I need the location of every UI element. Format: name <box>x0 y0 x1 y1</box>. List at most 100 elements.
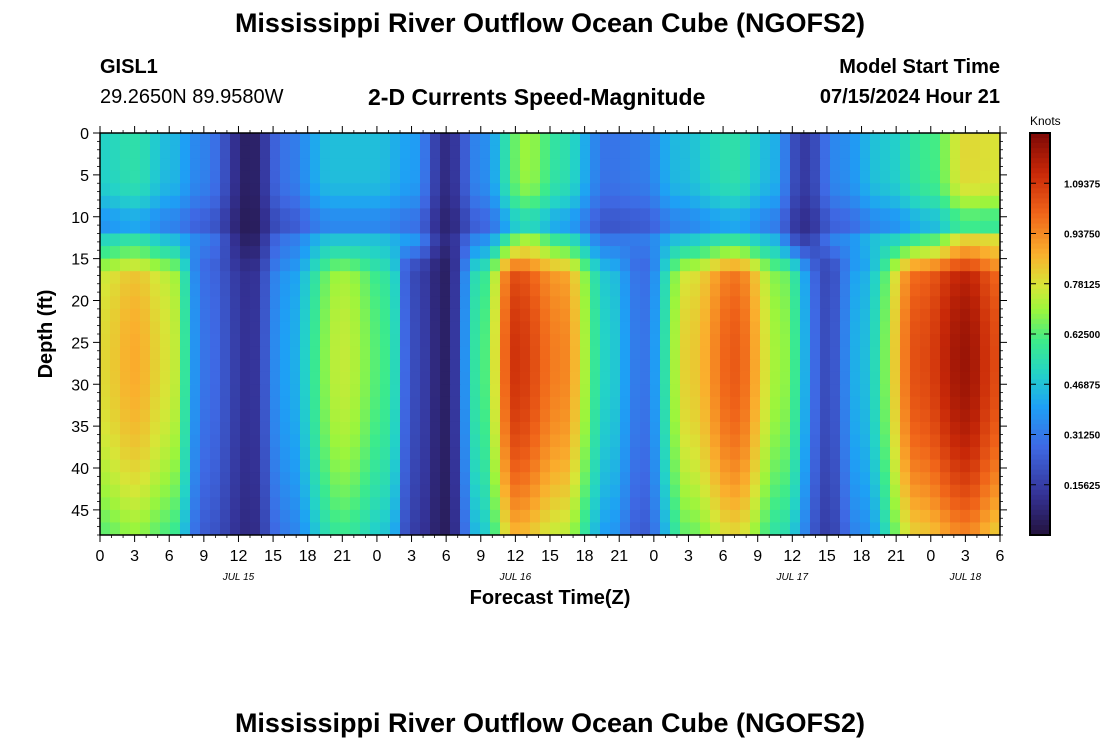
heatmap-cell <box>150 170 161 184</box>
heatmap-cell <box>210 133 221 147</box>
heatmap-cell <box>260 195 271 209</box>
x-tick-label: 6 <box>165 548 174 565</box>
heatmap-cell <box>740 283 751 297</box>
heatmap-cell <box>500 145 511 159</box>
colorbar-segment <box>1030 143 1050 149</box>
heatmap-cell <box>700 321 711 335</box>
heatmap-cell <box>460 447 471 461</box>
x-tick-label: 12 <box>230 548 248 565</box>
heatmap-cell <box>710 459 721 473</box>
heatmap-cell <box>590 522 601 535</box>
heatmap-cell <box>960 208 971 222</box>
heatmap-cell <box>120 296 131 310</box>
heatmap-cell <box>720 334 731 348</box>
heatmap-cell <box>240 484 251 498</box>
heatmap-cell <box>130 296 141 310</box>
heatmap-cell <box>700 409 711 423</box>
heatmap-cell <box>470 371 481 385</box>
heatmap-cell <box>310 409 321 423</box>
heatmap-cell <box>770 183 781 197</box>
heatmap-cell <box>820 459 831 473</box>
heatmap-cell <box>660 246 671 260</box>
heatmap-cell <box>640 195 651 209</box>
heatmap-cell <box>340 183 351 197</box>
heatmap-cell <box>330 421 341 436</box>
heatmap-cell <box>200 421 211 436</box>
heatmap-cell <box>860 158 871 172</box>
heatmap-cell <box>110 396 121 410</box>
heatmap-cell <box>610 371 621 385</box>
heatmap-cell <box>440 359 451 373</box>
heatmap-cell <box>880 258 891 272</box>
heatmap-cell <box>300 271 311 285</box>
heatmap-cell <box>120 258 131 272</box>
heatmap-cell <box>290 434 301 448</box>
heatmap-cell <box>110 133 121 147</box>
heatmap-cell <box>870 371 881 385</box>
heatmap-cell <box>470 409 481 423</box>
heatmap-cell <box>470 170 481 184</box>
heatmap-cell <box>960 384 971 398</box>
heatmap-cell <box>210 472 221 486</box>
heatmap-cell <box>240 434 251 448</box>
heatmap-cell <box>340 233 351 247</box>
heatmap-cell <box>670 258 681 272</box>
heatmap-cell <box>910 195 921 209</box>
heatmap-cell <box>470 334 481 348</box>
heatmap-cell <box>210 220 221 235</box>
heatmap-cell <box>760 346 771 360</box>
heatmap-cell <box>710 509 721 524</box>
heatmap-cell <box>940 447 951 461</box>
heatmap-cell <box>530 220 541 235</box>
heatmap-cell <box>870 334 881 348</box>
heatmap-cell <box>820 170 831 184</box>
heatmap-cell <box>370 233 381 247</box>
colorbar-segment <box>1030 178 1050 184</box>
heatmap-cell <box>940 308 951 323</box>
heatmap-cell <box>850 396 861 410</box>
heatmap-cell <box>260 384 271 398</box>
heatmap-cell <box>760 183 771 197</box>
heatmap-cell <box>750 271 761 285</box>
heatmap-cell <box>460 233 471 247</box>
heatmap-cell <box>320 334 331 348</box>
heatmap-cell <box>140 459 151 473</box>
heatmap-cell <box>420 308 431 323</box>
heatmap-cell <box>890 472 901 486</box>
heatmap-cell <box>910 371 921 385</box>
heatmap-cell <box>830 359 841 373</box>
heatmap-cell <box>350 183 361 197</box>
heatmap-cell <box>590 334 601 348</box>
heatmap-cell <box>980 434 991 448</box>
heatmap-cell <box>990 434 1000 448</box>
heatmap-cell <box>160 308 171 323</box>
heatmap-cell <box>180 384 191 398</box>
heatmap-cell <box>330 233 341 247</box>
heatmap-cell <box>200 233 211 247</box>
heatmap-cell <box>400 396 411 410</box>
heatmap-cell <box>560 233 571 247</box>
heatmap-cell <box>210 396 221 410</box>
heatmap-cell <box>150 371 161 385</box>
heatmap-cell <box>220 233 231 247</box>
heatmap-cell <box>380 133 391 147</box>
heatmap-cell <box>300 308 311 323</box>
heatmap-cell <box>490 246 501 260</box>
heatmap-cell <box>240 283 251 297</box>
heatmap-cell <box>600 447 611 461</box>
heatmap-cell <box>590 296 601 310</box>
heatmap-cell <box>510 359 521 373</box>
heatmap-cell <box>580 233 591 247</box>
colorbar-segment <box>1030 374 1050 380</box>
heatmap-cell <box>310 220 321 235</box>
heatmap-cell <box>660 220 671 235</box>
heatmap-cell <box>160 359 171 373</box>
heatmap-cell <box>650 258 661 272</box>
heatmap-cell <box>800 472 811 486</box>
heatmap-cell <box>990 271 1000 285</box>
heatmap-cell <box>240 447 251 461</box>
heatmap-cell <box>490 220 501 235</box>
heatmap-cell <box>310 133 321 147</box>
heatmap-cell <box>120 459 131 473</box>
heatmap-cell <box>500 459 511 473</box>
